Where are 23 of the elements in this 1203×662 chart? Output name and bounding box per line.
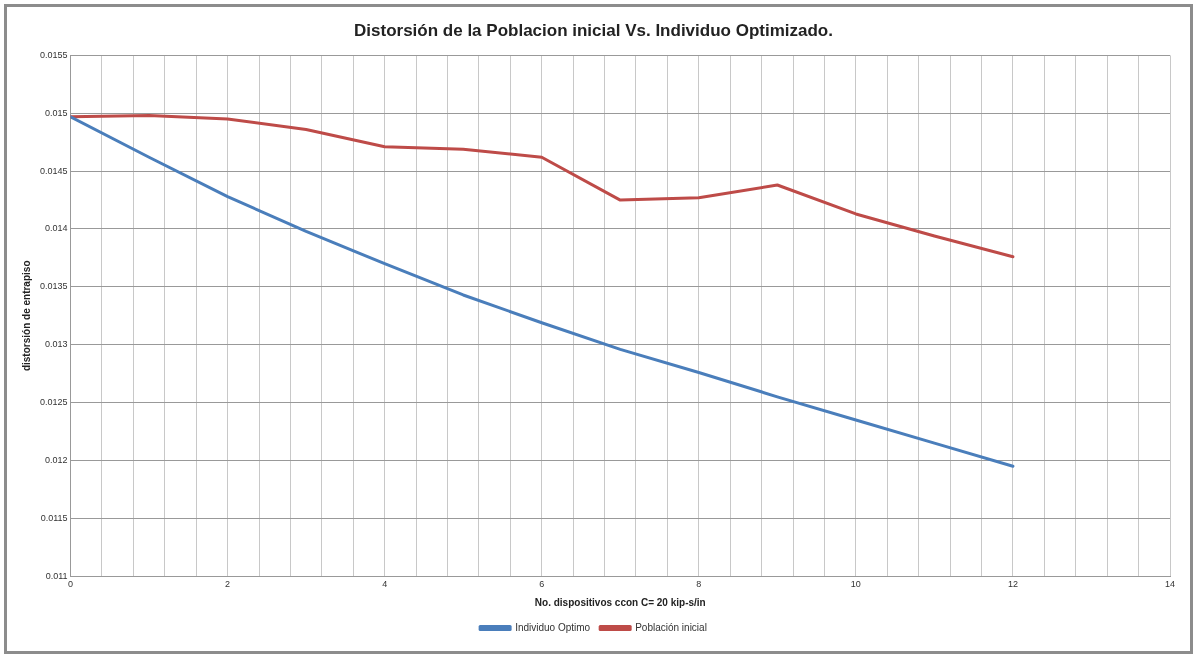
y-tick-label: 0.0145 bbox=[40, 165, 68, 176]
y-tick-label: 0.012 bbox=[45, 454, 68, 465]
x-tick-label: 12 bbox=[1007, 579, 1018, 590]
x-tick-label: 14 bbox=[1164, 579, 1176, 590]
legend-label: Individuo Optimo bbox=[515, 621, 591, 633]
x-tick-label: 6 bbox=[539, 579, 545, 590]
x-tick-label: 4 bbox=[382, 579, 388, 590]
y-tick-label: 0.014 bbox=[45, 223, 68, 234]
x-axis-title: No. dispositivos ccon C= 20 kip-s/in bbox=[534, 596, 706, 608]
x-tick-label: 10 bbox=[850, 579, 861, 590]
chart-title: Distorsión de la Poblacion inicial Vs. Individuo Optimizado. bbox=[354, 20, 833, 40]
x-tick-label: 2 bbox=[225, 579, 231, 590]
x-tick-label: 0 bbox=[68, 579, 74, 590]
y-tick-label: 0.0135 bbox=[40, 281, 68, 292]
x-tick-label: 8 bbox=[696, 579, 702, 590]
y-axis-title: distorsión de entrapiso bbox=[20, 260, 32, 372]
y-tick-label: 0.011 bbox=[45, 570, 68, 581]
y-tick-label: 0.0115 bbox=[40, 512, 68, 523]
y-tick-label: 0.013 bbox=[45, 339, 68, 350]
y-tick-label: 0.015 bbox=[45, 107, 68, 118]
legend-label: Población inicial bbox=[635, 621, 707, 633]
y-tick-label: 0.0125 bbox=[40, 397, 68, 408]
y-tick-label: 0.0155 bbox=[40, 49, 68, 60]
